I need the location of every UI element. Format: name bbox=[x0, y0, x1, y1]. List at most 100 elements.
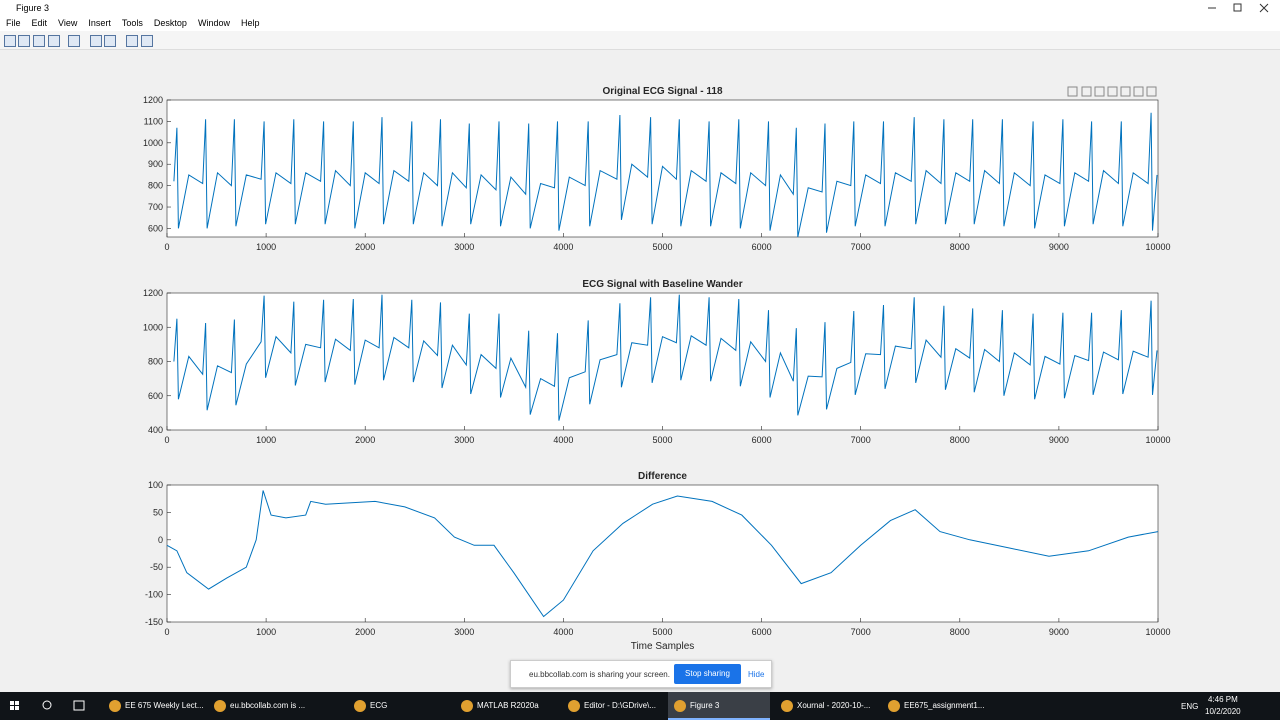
x-tick-label: 3000 bbox=[454, 242, 474, 252]
signal-line bbox=[173, 294, 1158, 421]
menu-item[interactable]: Help bbox=[240, 18, 260, 28]
chart-title: ECG Signal with Baseline Wander bbox=[582, 279, 742, 290]
x-tick-label: 10000 bbox=[1145, 435, 1170, 445]
x-tick-label: 1000 bbox=[256, 435, 276, 445]
app-icon bbox=[354, 700, 366, 712]
menu-bar: File Edit View Insert Tools Desktop Window Help bbox=[0, 16, 1280, 31]
x-axis-label: Time Samples bbox=[631, 641, 695, 652]
x-tick-label: 8000 bbox=[950, 627, 970, 637]
menu-item[interactable]: Edit bbox=[31, 18, 48, 28]
taskbar-app[interactable]: eu.bbcollab.com is ... bbox=[208, 692, 310, 720]
axes: ECG Signal with Baseline Wander 0 1000 2000… bbox=[143, 279, 1171, 445]
y-tick-label: 600 bbox=[148, 391, 163, 401]
x-tick-label: 9000 bbox=[1049, 242, 1069, 252]
x-tick-label: 0 bbox=[164, 627, 169, 637]
tool-colorbar[interactable] bbox=[90, 35, 102, 47]
x-tick-label: 7000 bbox=[851, 435, 871, 445]
taskbar-app[interactable]: Editor - D:\GDrive\... bbox=[562, 692, 664, 720]
x-tick-label: 10000 bbox=[1145, 242, 1170, 252]
y-tick-label: 800 bbox=[148, 181, 163, 191]
x-tick-label: 4000 bbox=[553, 435, 573, 445]
x-tick-label: 6000 bbox=[752, 627, 772, 637]
axes-toolbar[interactable] bbox=[1067, 86, 1157, 97]
signal-line bbox=[166, 490, 1159, 618]
y-tick-label: 900 bbox=[148, 159, 163, 169]
y-tick-label: 600 bbox=[148, 223, 163, 233]
y-tick-label: 1000 bbox=[143, 138, 163, 148]
x-tick-label: 2000 bbox=[355, 242, 375, 252]
taskbar-app[interactable]: EE 675 Weekly Lect... bbox=[103, 692, 205, 720]
y-tick-label: 1200 bbox=[143, 288, 163, 298]
app-icon bbox=[461, 700, 473, 712]
y-tick-label: 700 bbox=[148, 202, 163, 212]
taskbar-app[interactable]: MATLAB R2020a bbox=[455, 692, 557, 720]
x-tick-label: 5000 bbox=[652, 627, 672, 637]
menu-item[interactable]: Insert bbox=[88, 18, 111, 28]
start-search[interactable] bbox=[0, 692, 95, 720]
y-tick-label: -50 bbox=[150, 562, 163, 572]
taskbar-app[interactable]: EE675_assignment1... bbox=[882, 692, 984, 720]
app-icon bbox=[214, 700, 226, 712]
tool-new[interactable] bbox=[4, 35, 16, 47]
tool-pointer[interactable] bbox=[126, 35, 138, 47]
menu-item[interactable]: Window bbox=[197, 18, 230, 28]
menu-item[interactable]: Tools bbox=[121, 18, 143, 28]
x-tick-label: 5000 bbox=[652, 242, 672, 252]
hide-link[interactable]: Hide bbox=[748, 670, 765, 679]
x-tick-label: 0 bbox=[164, 435, 169, 445]
tool-browser[interactable] bbox=[141, 35, 153, 47]
x-tick-label: 2000 bbox=[355, 627, 375, 637]
clock-date[interactable]: 10/2/2020 bbox=[1205, 707, 1241, 716]
menu-item[interactable]: Desktop bbox=[153, 18, 187, 28]
clock-time[interactable]: 4:46 PM bbox=[1208, 695, 1238, 704]
x-tick-label: 4000 bbox=[553, 627, 573, 637]
y-tick-label: 100 bbox=[148, 480, 163, 490]
app-icon bbox=[888, 700, 900, 712]
y-tick-label: 0 bbox=[158, 535, 163, 545]
y-tick-label: 800 bbox=[148, 357, 163, 367]
menu-item[interactable]: File bbox=[6, 18, 21, 28]
x-tick-label: 3000 bbox=[454, 435, 474, 445]
chart-title: Original ECG Signal - 118 bbox=[602, 86, 722, 97]
tool-save[interactable] bbox=[33, 35, 45, 47]
share-message: eu.bbcollab.com is sharing your screen. bbox=[529, 670, 670, 679]
app-icon bbox=[568, 700, 580, 712]
axes: Original ECG Signal - 118 0 1000 2000 3000 40… bbox=[143, 86, 1171, 252]
tool-link[interactable] bbox=[68, 35, 80, 47]
share-banner: eu.bbcollab.com is sharing your screen. … bbox=[510, 660, 772, 688]
y-tick-label: 1000 bbox=[143, 322, 163, 332]
language[interactable]: ENG bbox=[1181, 702, 1199, 711]
taskbar-app[interactable]: Figure 3 bbox=[668, 692, 770, 720]
title-bar: Figure 3 bbox=[0, 0, 1280, 16]
x-tick-label: 8000 bbox=[950, 242, 970, 252]
window-controls[interactable] bbox=[1200, 0, 1280, 16]
plot-area bbox=[166, 484, 1159, 623]
tool-print[interactable] bbox=[48, 35, 60, 47]
tool-legend[interactable] bbox=[104, 35, 116, 47]
y-tick-label: 1100 bbox=[144, 116, 163, 126]
taskbar-app[interactable]: ECG bbox=[348, 692, 450, 720]
x-tick-label: 4000 bbox=[553, 242, 573, 252]
x-tick-label: 7000 bbox=[851, 242, 871, 252]
app-icon bbox=[674, 700, 686, 712]
y-tick-label: -150 bbox=[145, 617, 163, 627]
stop-sharing-button[interactable]: Stop sharing bbox=[674, 664, 741, 684]
taskbar-app[interactable]: Xournal - 2020-10-... bbox=[775, 692, 877, 720]
x-tick-label: 9000 bbox=[1049, 627, 1069, 637]
x-tick-label: 3000 bbox=[454, 627, 474, 637]
x-tick-label: 9000 bbox=[1049, 435, 1069, 445]
tool-open[interactable] bbox=[18, 35, 30, 47]
x-tick-label: 1000 bbox=[256, 627, 276, 637]
y-tick-label: 50 bbox=[153, 507, 163, 517]
y-tick-label: 400 bbox=[148, 425, 163, 435]
app-icon bbox=[109, 700, 121, 712]
menu-item[interactable]: View bbox=[58, 18, 78, 28]
x-tick-label: 6000 bbox=[752, 242, 772, 252]
y-tick-label: 1200 bbox=[143, 95, 163, 105]
signal-line bbox=[173, 112, 1158, 238]
taskbar: ENG 4:46 PM 10/2/2020 EE 675 Weekly Lect… bbox=[0, 692, 1280, 720]
app-icon bbox=[781, 700, 793, 712]
